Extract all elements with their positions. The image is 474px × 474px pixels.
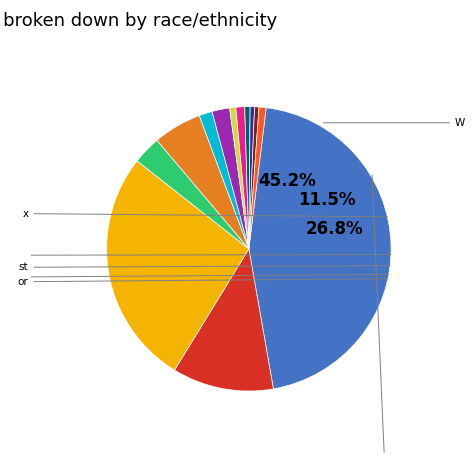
Wedge shape (249, 107, 266, 249)
Text: x: x (22, 209, 388, 219)
Wedge shape (245, 107, 250, 249)
Text: or: or (18, 277, 388, 287)
Wedge shape (157, 116, 249, 249)
Wedge shape (236, 107, 249, 249)
Text: 45.2%: 45.2% (259, 172, 317, 190)
Text: pants broken down by race/ethnicity: pants broken down by race/ethnicity (0, 12, 277, 30)
Wedge shape (174, 249, 273, 391)
Text: st: st (19, 262, 390, 272)
Wedge shape (107, 161, 249, 370)
Wedge shape (249, 107, 259, 249)
Wedge shape (229, 107, 249, 249)
Wedge shape (199, 111, 249, 249)
Wedge shape (249, 107, 255, 249)
Wedge shape (137, 140, 249, 249)
Wedge shape (212, 108, 249, 249)
Text: W: W (323, 118, 465, 128)
Text: 11.5%: 11.5% (299, 191, 356, 209)
Text: 26.8%: 26.8% (306, 220, 364, 238)
Wedge shape (249, 108, 391, 389)
